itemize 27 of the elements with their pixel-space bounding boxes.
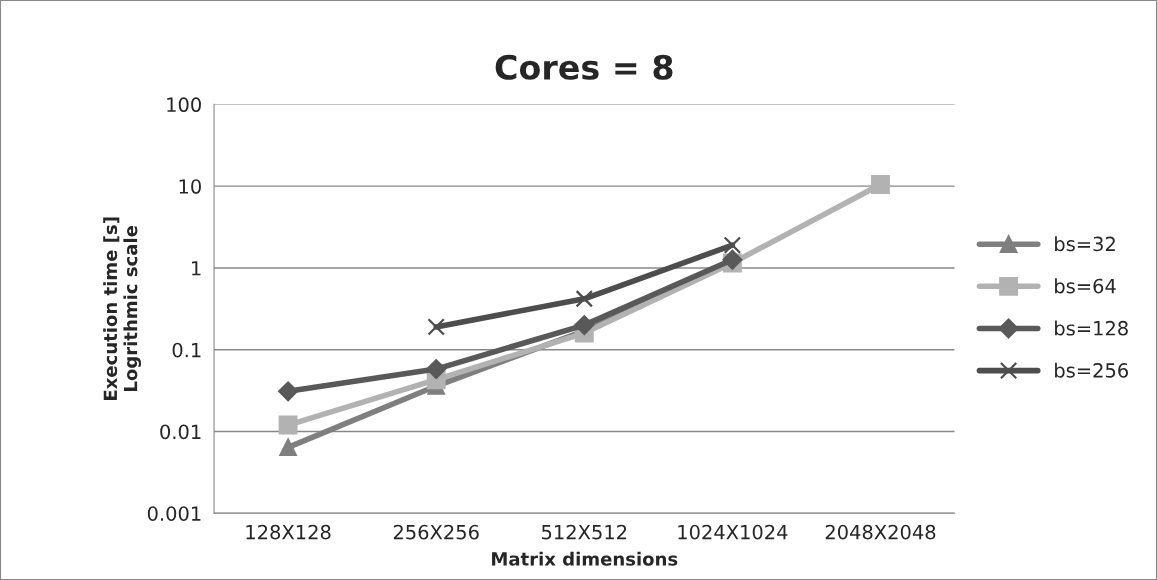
x-tick-label: 512X512 [542,524,627,540]
point [426,359,447,380]
point [871,175,890,194]
y-tick-label: 10 [179,179,201,194]
x-tick-label: 2048X2048 [825,524,936,540]
y-tick-label: 100 [167,97,201,113]
y-tick-label: 0.001 [147,506,201,521]
x-tick-label: 1024X1024 [678,524,788,540]
y-tick-label: 0.01 [160,424,201,440]
point [278,415,298,435]
legend-label: bs=256 [1055,362,1128,378]
x-tick-label: 128X128 [246,524,331,540]
chart-title: Cores = 8 [495,54,673,80]
point [574,315,595,336]
point [427,318,445,336]
point [278,381,299,402]
x-axis-title: Matrix dimensions [492,551,678,566]
point [279,438,297,457]
point [575,290,594,308]
legend-label: bs=64 [1055,278,1116,294]
point [723,236,742,254]
y-axis-title: Execution time [s] Logrithmic scale [103,217,142,400]
y-tick-label: 1 [192,261,201,276]
y-tick-label: 0.1 [172,342,201,358]
legend-label: bs=32 [1055,236,1115,252]
x-tick-label: 256X256 [393,524,479,540]
legend-label: bs=128 [1055,320,1128,336]
